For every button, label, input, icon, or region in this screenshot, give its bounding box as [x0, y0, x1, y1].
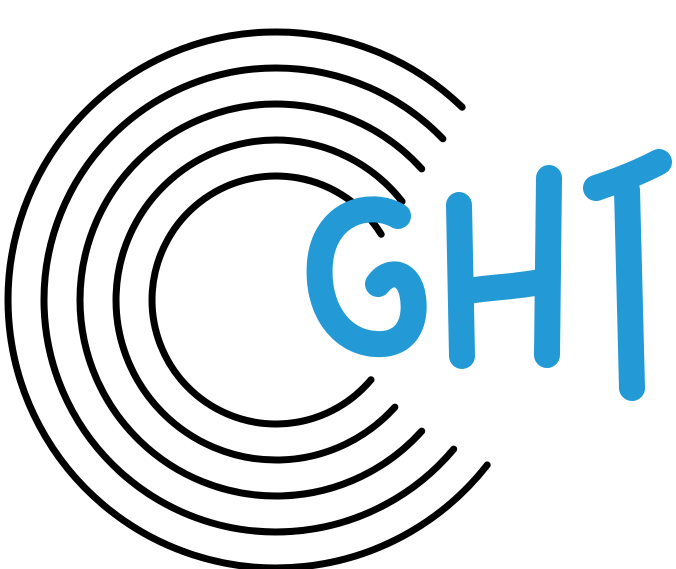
ring-2 — [112, 136, 406, 464]
letter-h-right-stem — [534, 165, 562, 368]
letter-t-stem — [614, 177, 645, 401]
ring-3 — [76, 100, 426, 500]
concentric-rings — [4, 28, 491, 569]
letter-t-crossbar — [583, 149, 672, 201]
letter-h-crossbar — [449, 269, 553, 305]
ght-lettering — [306, 149, 672, 401]
letter-g — [306, 196, 427, 358]
ring-4 — [40, 64, 458, 536]
ring-1 — [148, 172, 385, 428]
ring-5 — [4, 28, 491, 569]
